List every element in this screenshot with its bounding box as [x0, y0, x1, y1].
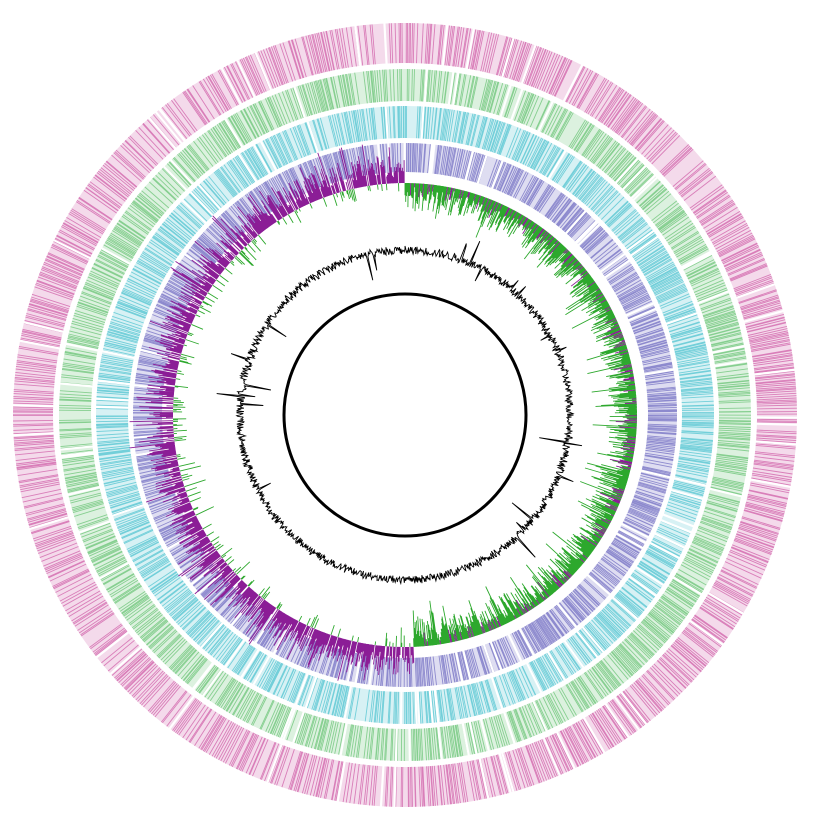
- presence-rings: [12, 22, 799, 808]
- track-3-ring: [95, 105, 715, 726]
- gc-content-track: [216, 241, 583, 586]
- genome-backbone: [282, 292, 528, 538]
- track-2-gaps: [59, 68, 748, 763]
- track-2-ring: [58, 68, 752, 763]
- gc-skew-positive: [172, 182, 638, 648]
- track-1-ring: [12, 22, 799, 808]
- track-4-gaps: [132, 142, 675, 686]
- gc-skew-negative: [129, 144, 638, 681]
- gc-content-line: [216, 241, 583, 586]
- track-4-ticks: [132, 142, 678, 688]
- track-3-gaps: [95, 105, 708, 726]
- track-3-ticks: [95, 105, 715, 725]
- track-1-gaps: [12, 22, 799, 808]
- track-4-ring: [132, 142, 678, 688]
- track-1-ticks: [12, 22, 798, 808]
- backbone-circle: [282, 292, 528, 538]
- gc-skew-track: [129, 144, 638, 681]
